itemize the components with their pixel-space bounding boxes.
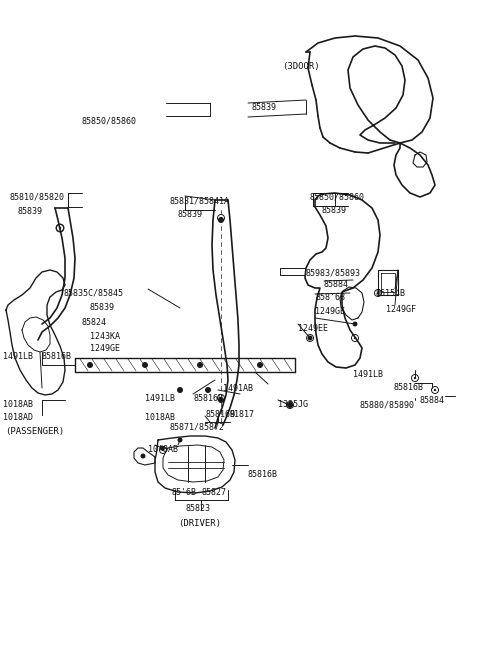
Circle shape xyxy=(257,362,263,368)
Text: 1018AB: 1018AB xyxy=(145,413,175,422)
Text: (PASSENGER): (PASSENGER) xyxy=(5,427,64,436)
Text: 85884: 85884 xyxy=(324,280,349,289)
Text: 85827: 85827 xyxy=(201,488,226,497)
Text: 85850/85860: 85850/85860 xyxy=(82,116,137,125)
Circle shape xyxy=(377,292,379,294)
Text: 85871/85872: 85871/85872 xyxy=(170,422,225,431)
Circle shape xyxy=(218,397,224,403)
Text: 85816B: 85816B xyxy=(393,383,423,392)
Text: 1243KA: 1243KA xyxy=(90,332,120,341)
Text: 86154B: 86154B xyxy=(375,289,405,298)
Circle shape xyxy=(141,453,145,459)
Text: 85831/85841A: 85831/85841A xyxy=(170,196,230,205)
Text: 85983/85893: 85983/85893 xyxy=(306,268,361,277)
Text: 85824: 85824 xyxy=(82,318,107,327)
Text: 85839: 85839 xyxy=(322,206,347,215)
Text: 85839: 85839 xyxy=(17,207,42,216)
Text: 85823: 85823 xyxy=(185,504,210,513)
Circle shape xyxy=(308,336,312,340)
Text: 85'6B: 85'6B xyxy=(172,488,197,497)
Circle shape xyxy=(354,337,356,339)
Text: 1491LB: 1491LB xyxy=(145,394,175,403)
Circle shape xyxy=(309,337,311,339)
Circle shape xyxy=(87,362,93,368)
Circle shape xyxy=(197,362,203,368)
Circle shape xyxy=(352,321,358,327)
Circle shape xyxy=(159,445,165,451)
Text: (DRIVER): (DRIVER) xyxy=(178,519,221,528)
Text: 85850/85860: 85850/85860 xyxy=(310,193,365,202)
Text: 1018AB: 1018AB xyxy=(3,400,33,409)
Text: 85839: 85839 xyxy=(252,103,277,112)
Text: 858'6B: 858'6B xyxy=(315,293,345,302)
Circle shape xyxy=(289,404,291,406)
Circle shape xyxy=(59,227,61,229)
Text: 85810/85820: 85810/85820 xyxy=(10,193,65,202)
Text: 1491LB: 1491LB xyxy=(353,370,383,379)
Circle shape xyxy=(220,217,222,219)
Circle shape xyxy=(177,387,183,393)
Text: 85880/85890: 85880/85890 xyxy=(360,400,415,409)
Text: 1491AB: 1491AB xyxy=(223,384,253,393)
Circle shape xyxy=(162,449,164,451)
Circle shape xyxy=(142,362,148,368)
Text: 85816B: 85816B xyxy=(193,394,223,403)
Text: 1249GF: 1249GF xyxy=(386,305,416,314)
Text: 85816B: 85816B xyxy=(248,470,278,479)
Text: 91817: 91817 xyxy=(230,410,255,419)
Text: 1249GE: 1249GE xyxy=(315,307,345,316)
Text: (3DOOR): (3DOOR) xyxy=(282,62,320,71)
Text: 85839: 85839 xyxy=(90,303,115,312)
Text: 1335JG: 1335JG xyxy=(278,400,308,409)
Text: 10'8AB: 10'8AB xyxy=(148,445,178,454)
Text: 85816B: 85816B xyxy=(205,410,235,419)
Circle shape xyxy=(178,438,182,443)
Text: 1491LB: 1491LB xyxy=(3,352,33,361)
Circle shape xyxy=(414,377,416,379)
Circle shape xyxy=(287,402,293,408)
Circle shape xyxy=(220,397,222,399)
Text: 85835C/85845: 85835C/85845 xyxy=(63,289,123,298)
Circle shape xyxy=(205,387,211,393)
Text: 1018AD: 1018AD xyxy=(3,413,33,422)
Text: 1249GE: 1249GE xyxy=(90,344,120,353)
Text: 85839: 85839 xyxy=(178,210,203,219)
Text: 85816B: 85816B xyxy=(42,352,72,361)
Text: 1249EE: 1249EE xyxy=(298,324,328,333)
Text: 85884: 85884 xyxy=(420,396,445,405)
Circle shape xyxy=(434,389,436,391)
Circle shape xyxy=(218,217,224,223)
